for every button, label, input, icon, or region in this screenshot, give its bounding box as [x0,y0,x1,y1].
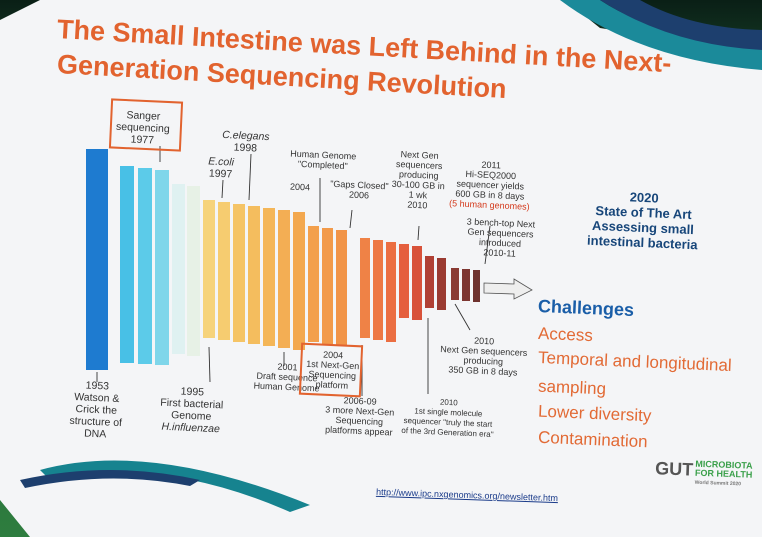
state-of-art-block: 2020 State of The Art Assessing small in… [587,188,700,252]
logo-tagline: MICROBIOTA FOR HEALTH World Summit 2020 [694,459,753,490]
wc-line: DNA [83,427,107,441]
bar [248,206,260,344]
bar [138,168,152,364]
label-gaps-closed: "Gaps Closed" 2006 [330,179,389,202]
bar [425,256,434,308]
label-celegans: C.elegans 1998 [221,128,270,155]
bar [203,200,215,338]
bar [386,242,396,342]
bar [462,269,470,301]
bar [412,246,422,320]
bar [233,204,245,342]
label-sanger: Sanger sequencing 1977 [115,109,170,147]
challenge-item: sampling [537,376,607,399]
bar [187,186,200,356]
bar-1953 [86,149,108,370]
bar [293,212,305,350]
label-single-molecule: 2010 1st single molecule sequencer "trul… [401,396,495,440]
logo-sub2: FOR HEALTH [694,467,753,480]
bar [263,208,275,346]
navy-swoosh-top [600,0,762,50]
pointer-lines [96,146,491,396]
label-next-gen-2010: Next Gen sequencers producing 30-100 GB … [391,149,447,211]
label-three-more: 2006-09 3 more Next-Gen Sequencing platf… [324,394,395,437]
bar [172,184,185,354]
bar [278,210,290,348]
challenges-title: Challenges [537,295,635,321]
label-human-genome-completed: Human Genome "Completed" [290,149,356,172]
label-ng-350: 2010 Next Gen sequencers producing 350 G… [439,334,528,378]
challenge-item: Access [537,323,594,346]
bar [451,268,459,300]
bar [120,166,134,363]
bar [322,228,333,344]
sanger-line: 1977 [130,133,155,147]
bar [308,226,319,342]
label-benchtop: 3 bench-top Next Gen sequencers introduc… [465,216,535,259]
bar [336,230,347,346]
logo-gut-text: GUT [654,458,694,480]
timeline-bars [86,149,533,370]
bar [218,202,230,340]
celegans-line: C.elegans [222,128,270,144]
bar [373,240,383,340]
timeline-arrow [483,278,533,300]
bar [473,270,480,302]
label-first-bacterial: 1995 First bacterial Genome H.influenzae [159,385,224,436]
bar [437,258,446,310]
celegans-line: 1998 [233,141,258,155]
navy-swoosh-bottom [20,470,200,488]
bar [155,170,169,365]
teal-swoosh-top [560,0,762,70]
label-watson-crick: 1953 Watson & Crick the structure of DNA [69,379,124,441]
label-hiseq: 2011 Hi-SEQ2000 sequencer yields 600 GB … [449,158,532,212]
gut-microbiota-logo: GUT MICROBIOTA FOR HEALTH World Summit 2020 [655,458,753,489]
bar [360,238,370,338]
label-first-ng-platform: 2004 1st Next-Gen Sequencing platform [305,349,360,391]
teal-swoosh-bottom [40,460,310,512]
ecoli-line: 1997 [208,167,233,181]
bar [399,244,409,318]
label-ecoli: E.coli 1997 [207,155,234,180]
label-2004: 2004 [289,181,311,193]
